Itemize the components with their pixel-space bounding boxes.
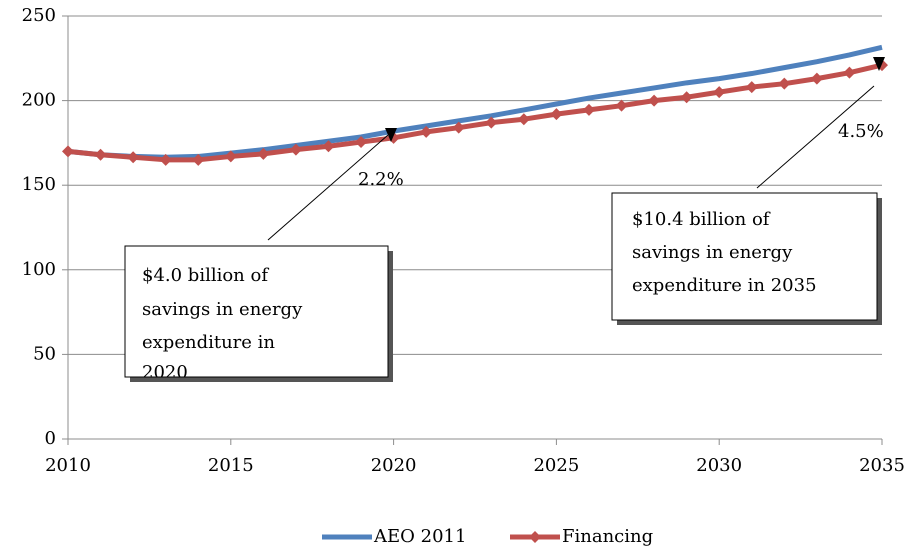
y-tick-label: 250 [22, 5, 56, 26]
marker [810, 72, 823, 85]
y-tick-label: 150 [22, 174, 56, 195]
series-line [67, 62, 883, 163]
annotation: $4.0 billion of [142, 265, 269, 286]
marker [713, 86, 726, 99]
annotation-box [611, 192, 878, 321]
x-tick-label: 2015 [208, 455, 254, 476]
marker [648, 94, 661, 107]
annotation-box [124, 245, 389, 378]
marker [257, 147, 270, 160]
marker [127, 151, 140, 164]
marker [192, 153, 205, 166]
y-tick-label: 100 [22, 259, 56, 280]
leader-line [756, 85, 875, 189]
annotation: expenditure in 2035 [632, 275, 817, 296]
x-tick-label: 2030 [696, 455, 742, 476]
y-tick-label: 200 [22, 90, 56, 111]
annotations: 2.2% 4.5% $4.0 billion of savings in ene… [124, 57, 885, 383]
marker [159, 153, 172, 166]
annotation: savings in energy [632, 242, 793, 263]
legend: AEO 2011 Financing [322, 526, 653, 547]
annotation: 2020 [142, 362, 188, 383]
x-tick-label: 2035 [859, 455, 905, 476]
x-tick-label: 2025 [533, 455, 579, 476]
marker [843, 66, 856, 79]
marker [517, 113, 530, 126]
marker [62, 145, 74, 158]
x-tick-label: 2010 [45, 455, 91, 476]
marker [485, 116, 498, 129]
marker [615, 99, 628, 112]
marker [322, 140, 335, 153]
leader-line [267, 134, 389, 241]
marker [778, 77, 791, 90]
annotation: expenditure in [142, 332, 275, 353]
legend-label: Financing [562, 526, 653, 547]
annotation: savings in energy [142, 299, 303, 320]
marker [680, 91, 693, 104]
arrow [873, 57, 885, 71]
y-tick-label: 0 [45, 428, 56, 449]
grid: 0 50 100 150 200 250 2010 2015 2020 2025 2030 2035 [22, 5, 905, 476]
annotation: 2.2% [358, 169, 404, 190]
legend-marker [529, 531, 541, 543]
marker [550, 108, 563, 121]
marker [224, 150, 237, 163]
lines [62, 44, 888, 166]
marker [745, 81, 758, 94]
box-text: $4.0 billion of savings in energy expend… [142, 265, 303, 383]
x-tick-label: 2020 [371, 455, 417, 476]
marker [452, 121, 465, 134]
series-line [67, 44, 883, 160]
marker [94, 148, 107, 161]
marker [289, 143, 302, 156]
y-tick-label: 50 [33, 343, 56, 364]
marker [582, 103, 595, 116]
annotation: $10.4 billion of [632, 209, 771, 230]
marker [420, 125, 433, 138]
legend-label: AEO 2011 [373, 526, 466, 547]
annotation: 4.5% [838, 121, 884, 142]
marker [355, 136, 368, 149]
arrow [385, 128, 397, 142]
